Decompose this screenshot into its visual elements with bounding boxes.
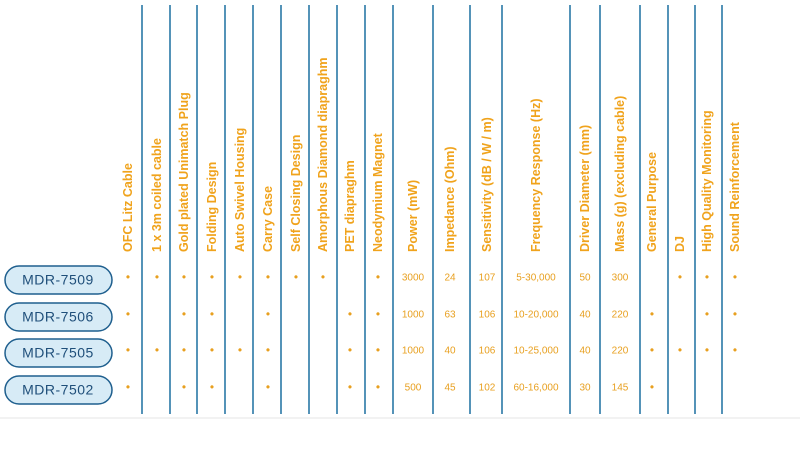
bullet: • [266,343,270,357]
cell-value: 10-25,000 [513,346,558,357]
cell-value: 300 [612,273,629,284]
column-header: Sensitivity (dB / W / m) [480,117,494,252]
bullet: • [733,343,737,357]
bullet: • [126,343,130,357]
cell-value: 63 [444,310,456,321]
column-header: 1 x 3m coiled cable [150,138,164,252]
bullet: • [376,307,380,321]
model-button[interactable] [4,265,113,295]
cell-value: 220 [612,310,629,321]
bullet: • [733,307,737,321]
column-header: Sound Reinforcement [728,121,742,252]
cell-value: 1000 [402,346,425,357]
cell-value: 106 [479,310,496,321]
model-button[interactable] [4,338,113,368]
cell-value: 220 [612,346,629,357]
cell-value: 5-30,000 [516,273,556,284]
bullet: • [376,380,380,394]
column-header: Self Closing Design [289,135,303,252]
cell-value: 45 [444,383,456,394]
cell-value: 40 [444,346,456,357]
model-label[interactable]: MDR-7506 [22,309,94,325]
model-label[interactable]: MDR-7502 [22,382,94,398]
model-button[interactable] [4,375,113,405]
cell-value: 10-20,000 [513,310,558,321]
bullet: • [376,270,380,284]
cell-value: 40 [579,310,591,321]
bullet: • [321,270,325,284]
bullet: • [155,270,159,284]
model-button[interactable] [4,302,113,332]
cell-value: 102 [479,383,496,394]
cell-value: 3000 [402,273,425,284]
column-header: PET diapraghm [343,160,357,252]
bullet: • [126,380,130,394]
cell-value: 1000 [402,310,425,321]
bullet: • [348,343,352,357]
bullet: • [705,307,709,321]
bullet: • [266,270,270,284]
bullet: • [126,270,130,284]
cell-value: 145 [612,383,629,394]
bullet: • [650,343,654,357]
bullet: • [650,380,654,394]
column-header: Auto Swivel Housing [233,128,247,252]
column-header: Amorphous Diamond diapraghm [316,58,330,252]
bullet: • [678,343,682,357]
bullet: • [650,307,654,321]
model-label[interactable]: MDR-7505 [22,345,94,361]
column-header: Mass (g) (excluding cable) [613,96,627,252]
column-header: Frequency Response (Hz) [529,98,543,252]
bullet: • [294,270,298,284]
bullet: • [348,307,352,321]
bullet: • [155,343,159,357]
bullet: • [348,380,352,394]
column-header: Driver Diameter (mm) [578,125,592,252]
bullet: • [210,343,214,357]
column-header: Gold plated Unimatch Plug [177,92,191,252]
bullet: • [376,343,380,357]
column-header: Folding Design [205,162,219,252]
model-label[interactable]: MDR-7509 [22,272,94,288]
column-header: Power (mW) [406,180,420,252]
column-header: Neodymium Magnet [371,132,385,252]
cell-value: 106 [479,346,496,357]
bullet: • [210,380,214,394]
bullet: • [238,270,242,284]
bullet: • [182,380,186,394]
bullet: • [182,307,186,321]
bullet: • [126,307,130,321]
bullet: • [266,307,270,321]
cell-value: 50 [579,273,591,284]
cell-value: 107 [479,273,496,284]
column-header: High Quality Monitoring [700,110,714,252]
bullet: • [705,270,709,284]
bullet: • [182,343,186,357]
cell-value: 60-16,000 [513,383,558,394]
bullet: • [210,307,214,321]
bullet: • [238,343,242,357]
cell-value: 30 [579,383,591,394]
column-header: General Purpose [645,152,659,252]
column-header: OFC Litz Cable [121,163,135,252]
column-header: DJ [673,236,687,252]
bullet: • [705,343,709,357]
bullet: • [210,270,214,284]
bullet: • [733,270,737,284]
column-header: Impedance (Ohm) [443,146,457,252]
bullet: • [182,270,186,284]
bullet: • [266,380,270,394]
column-header: Carry Case [261,186,275,252]
cell-value: 24 [444,273,456,284]
cell-value: 500 [405,383,422,394]
cell-value: 40 [579,346,591,357]
bullet: • [678,270,682,284]
